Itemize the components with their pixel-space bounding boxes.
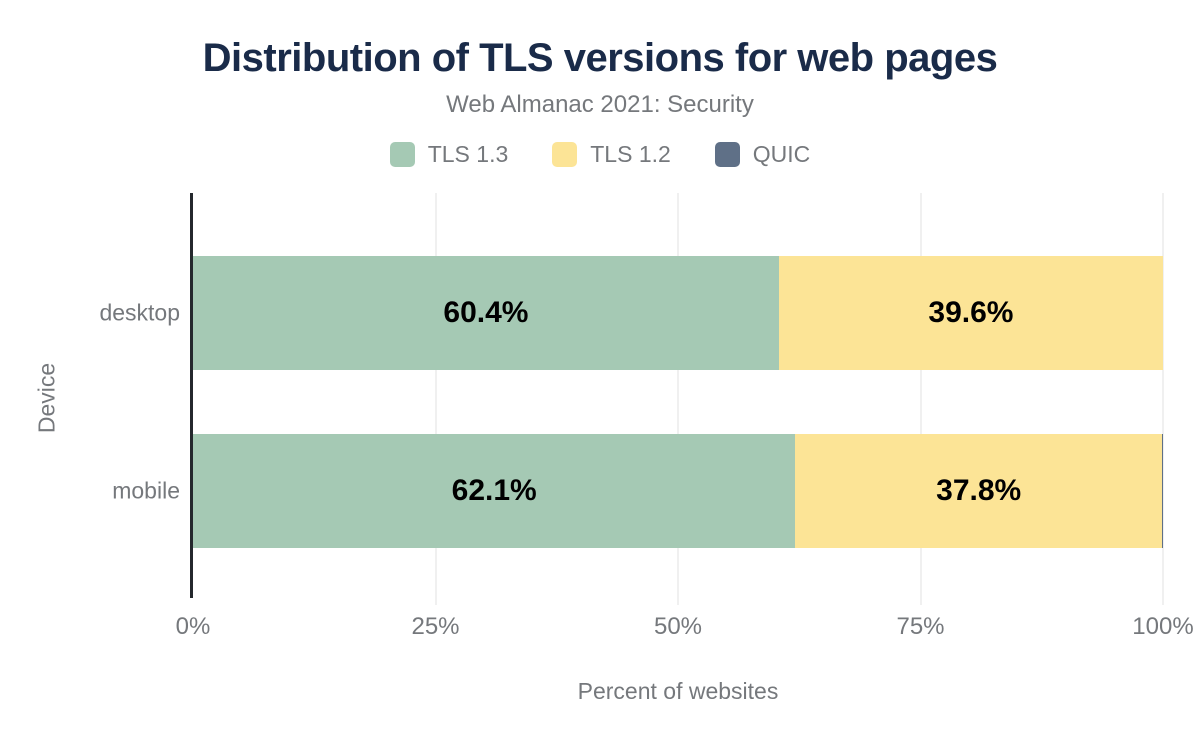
plot-area: 60.4% 39.6% desktop 62.1% 37.8% mobile 0% 25% 50… <box>99 193 1194 640</box>
y-axis-title: Device <box>33 362 60 434</box>
bar-value-label: 37.8% <box>936 474 1022 507</box>
gridline-75 <box>919 193 922 605</box>
bar-segment-desktop-tls-1-3: 60.4% <box>193 256 779 370</box>
chart-title: Distribution of TLS versions for web pag… <box>202 36 998 80</box>
bar-segment-mobile-tls-1-3: 62.1% <box>193 434 796 548</box>
legend-label: QUIC <box>752 141 811 167</box>
legend: TLS 1.3 TLS 1.2 QUIC <box>0 141 1200 168</box>
legend-swatch-icon <box>389 142 415 167</box>
gridline-100 <box>1162 193 1164 605</box>
bar-segment-mobile-quic <box>1162 434 1163 548</box>
legend-item-tls-1-2: TLS 1.2 <box>552 141 671 168</box>
y-axis-line <box>190 193 193 598</box>
bar-value-label: 60.4% <box>443 296 529 329</box>
bar-row-mobile: 62.1% 37.8% <box>193 434 1163 548</box>
bar-value-label: 62.1% <box>451 474 537 507</box>
bar-value-label: 39.6% <box>928 296 1014 329</box>
x-tick-100: 100% <box>1132 613 1194 640</box>
legend-swatch-icon <box>714 142 740 167</box>
gridline-25 <box>434 193 437 605</box>
legend-label: TLS 1.2 <box>590 141 671 167</box>
bar-segment-desktop-tls-1-2: 39.6% <box>778 256 1163 370</box>
y-tick-mobile: mobile <box>112 477 180 504</box>
x-tick-0: 0% <box>175 613 211 640</box>
gridline-50 <box>677 193 679 605</box>
legend-swatch-icon <box>552 142 578 167</box>
legend-label: TLS 1.3 <box>427 141 509 167</box>
x-tick-50: 50% <box>653 613 703 640</box>
legend-item-quic: QUIC <box>714 141 811 168</box>
chart-subtitle: Web Almanac 2021: Security <box>446 91 754 118</box>
bar-row-desktop: 60.4% 39.6% <box>193 256 1163 370</box>
y-tick-desktop: desktop <box>99 299 180 326</box>
bar-segment-mobile-tls-1-2: 37.8% <box>795 434 1163 548</box>
legend-item-tls-1-3: TLS 1.3 <box>389 141 509 168</box>
x-axis-title: Percent of websites <box>577 678 779 704</box>
x-tick-25: 25% <box>411 613 460 640</box>
x-tick-75: 75% <box>896 613 945 640</box>
